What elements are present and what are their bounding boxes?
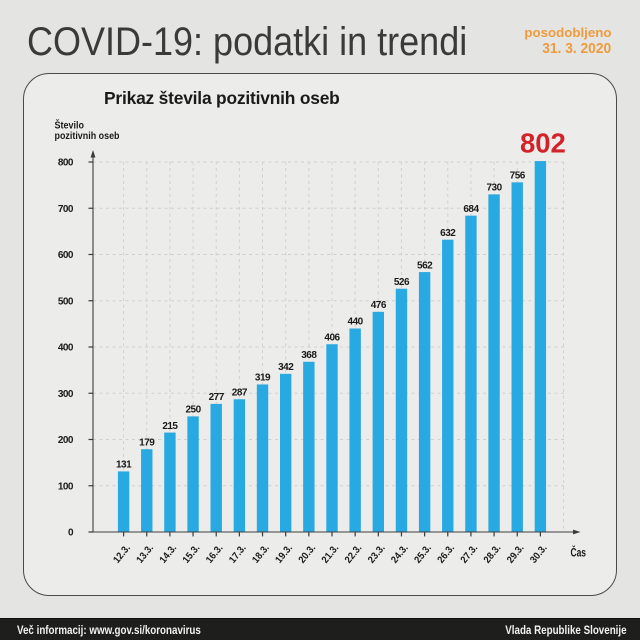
svg-text:600: 600 [58,250,74,261]
svg-text:300: 300 [58,389,74,400]
svg-text:342: 342 [278,362,294,373]
svg-text:23.3.: 23.3. [366,543,388,566]
svg-text:18.3.: 18.3. [250,543,272,566]
svg-text:632: 632 [440,228,456,239]
svg-text:24.3.: 24.3. [389,543,411,566]
svg-text:277: 277 [209,392,225,403]
svg-text:17.3.: 17.3. [227,543,249,566]
svg-text:22.3.: 22.3. [343,543,365,566]
svg-text:730: 730 [486,183,502,194]
svg-text:802: 802 [520,128,566,159]
svg-text:100: 100 [58,481,74,492]
svg-text:25.3.: 25.3. [413,543,435,566]
svg-text:30.3.: 30.3. [528,543,550,566]
svg-text:179: 179 [139,437,155,448]
svg-text:12.3.: 12.3. [111,543,133,566]
svg-text:29.3.: 29.3. [505,543,527,566]
svg-text:476: 476 [371,300,387,311]
svg-text:200: 200 [58,435,74,446]
svg-text:684: 684 [463,204,479,215]
svg-text:368: 368 [301,350,317,361]
svg-text:319: 319 [255,373,271,384]
svg-text:26.3.: 26.3. [436,543,458,566]
svg-text:20.3.: 20.3. [297,543,319,566]
svg-text:756: 756 [510,171,526,182]
svg-text:13.3.: 13.3. [135,543,157,566]
svg-text:28.3.: 28.3. [482,543,504,566]
svg-text:27.3.: 27.3. [459,543,481,566]
svg-text:16.3.: 16.3. [204,543,226,566]
svg-text:250: 250 [185,405,201,416]
svg-text:526: 526 [394,277,410,288]
svg-text:562: 562 [417,260,433,271]
svg-text:440: 440 [348,317,364,328]
svg-text:800: 800 [58,158,74,169]
svg-text:287: 287 [232,387,248,398]
svg-text:21.3.: 21.3. [320,543,342,566]
svg-text:Število: Število [55,118,85,131]
svg-text:406: 406 [324,332,340,343]
svg-text:215: 215 [162,421,178,432]
svg-text:700: 700 [58,204,74,215]
svg-text:400: 400 [58,343,74,354]
svg-text:500: 500 [58,296,74,307]
svg-text:Čas: Čas [571,547,587,560]
svg-text:14.3.: 14.3. [158,543,180,566]
svg-text:pozitivnih oseb: pozitivnih oseb [55,130,120,142]
svg-text:0: 0 [68,528,74,539]
svg-text:15.3.: 15.3. [181,543,203,566]
svg-text:131: 131 [116,460,132,471]
svg-text:19.3.: 19.3. [274,543,296,566]
